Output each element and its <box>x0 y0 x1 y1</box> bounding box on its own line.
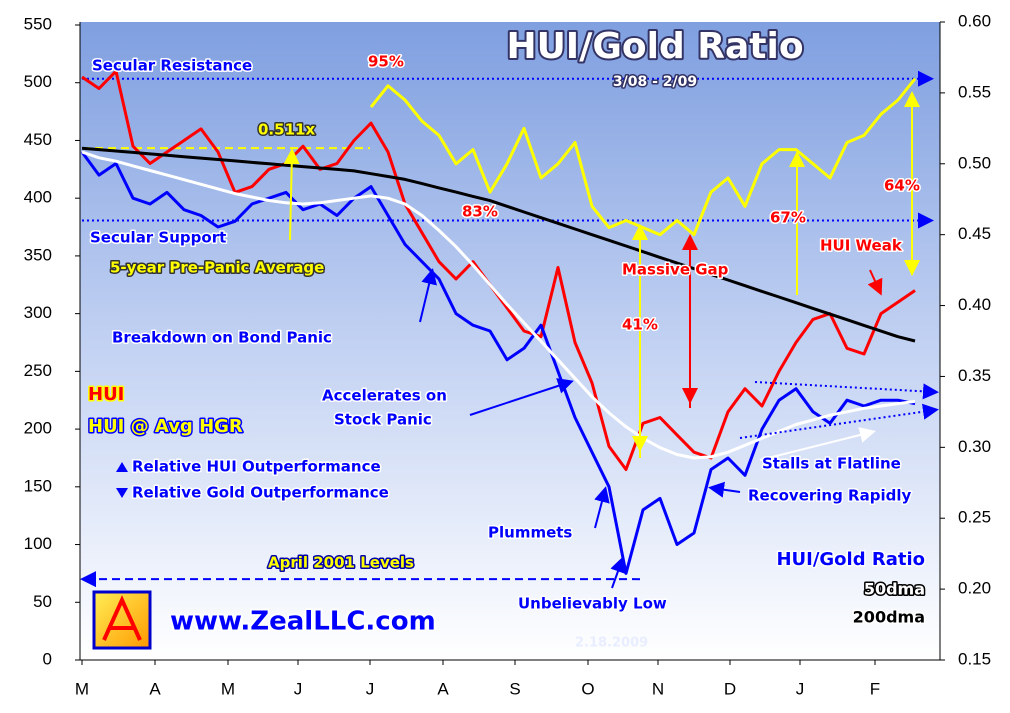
legend-entry: 200dma <box>853 608 925 627</box>
y-tick-label: 200 <box>24 419 52 438</box>
x-tick-label: J <box>796 679 805 698</box>
annotation: 83% <box>462 203 498 221</box>
y2-tick-label: 0.45 <box>958 224 991 243</box>
arrow <box>419 268 437 323</box>
y-tick-label: 300 <box>24 303 52 322</box>
x-tick-label: A <box>437 679 449 698</box>
outperformance-icon <box>116 462 128 472</box>
trend-line <box>754 381 939 400</box>
y2-tick-label: 0.55 <box>958 82 991 101</box>
reference-label: Secular Support <box>90 229 226 247</box>
x-tick-label: J <box>366 679 375 698</box>
marks <box>80 69 934 588</box>
y2-tick-label: 0.60 <box>958 11 991 30</box>
reference-label: April 2001 Levels <box>268 554 414 572</box>
x-tick-label: M <box>221 679 235 698</box>
x-tick-label: O <box>581 679 594 698</box>
outperformance-icon <box>116 488 128 498</box>
arrow <box>469 378 574 416</box>
y2-tick-label: 0.30 <box>958 437 991 456</box>
x-tick-label: M <box>75 679 89 698</box>
y-tick-label: 350 <box>24 245 52 264</box>
annotation: 67% <box>770 209 806 227</box>
arrows <box>283 91 939 589</box>
annotation: 64% <box>884 177 920 195</box>
y-tick-label: 500 <box>24 72 52 91</box>
x-tick-label: D <box>724 679 736 698</box>
annotation: Relative Gold Outperformance <box>132 484 389 502</box>
x-tick-label: A <box>149 679 161 698</box>
legend-entry: HUI <box>88 384 124 405</box>
legend-entry: 50dma <box>864 580 925 599</box>
arrow <box>867 269 883 296</box>
reference-label: 0.511x <box>258 121 315 139</box>
series-line <box>81 146 916 343</box>
annotation: Massive Gap <box>622 261 729 279</box>
reference-label: Secular Resistance <box>92 57 252 75</box>
x-tick-label: J <box>294 679 303 698</box>
annotation: 5-year Pre-Panic Average <box>110 259 324 277</box>
annotation: 41% <box>622 316 658 334</box>
x-tick-label: F <box>870 679 880 698</box>
annotation: Accelerates on <box>322 387 447 405</box>
arrow <box>610 556 626 589</box>
y-tick-label: 150 <box>24 476 52 495</box>
arrow <box>594 486 610 529</box>
y-tick-label: 250 <box>24 361 52 380</box>
logo-mark <box>102 595 142 641</box>
annotation: Relative HUI Outperformance <box>132 458 381 476</box>
y-tick-label: 50 <box>33 592 52 611</box>
annotation: Plummets <box>488 524 572 542</box>
y2-tick-label: 0.50 <box>958 153 991 172</box>
y-tick-label: 100 <box>24 534 52 553</box>
arrow <box>708 481 741 498</box>
y2-tick-label: 0.25 <box>958 508 991 527</box>
chart-title: HUI/Gold Ratio <box>506 26 803 67</box>
annotation: Unbelievably Low <box>518 595 667 613</box>
y-tick-label: 0 <box>43 649 52 668</box>
arrow <box>283 148 300 241</box>
annotation: 95% <box>368 53 404 71</box>
y2-tick-label: 0.35 <box>958 366 991 385</box>
annotation: Recovering Rapidly <box>748 487 911 505</box>
annotation: Stock Panic <box>334 411 432 429</box>
y2-tick-label: 0.40 <box>958 295 991 314</box>
x-tick-label: S <box>509 679 520 698</box>
y2-tick-label: 0.15 <box>958 649 991 668</box>
series-line <box>80 151 916 575</box>
website: www.ZealLLC.com <box>170 607 436 637</box>
y-tick-label: 450 <box>24 130 52 149</box>
annotation: Breakdown on Bond Panic <box>112 329 332 347</box>
legend-entry: HUI @ Avg HGR <box>88 416 243 437</box>
arrow <box>759 427 876 461</box>
chart-subtitle: 3/08 - 2/09 <box>613 74 697 90</box>
x-tick-label: N <box>652 679 664 698</box>
y2-tick-label: 0.20 <box>958 579 991 598</box>
y-tick-label: 400 <box>24 188 52 207</box>
date: 2.18.2009 <box>575 636 648 651</box>
y-tick-label: 550 <box>24 14 52 33</box>
annotation: HUI Weak <box>820 237 903 255</box>
annotation: Stalls at Flatline <box>762 455 901 473</box>
legend-entry: HUI/Gold Ratio <box>776 549 925 570</box>
